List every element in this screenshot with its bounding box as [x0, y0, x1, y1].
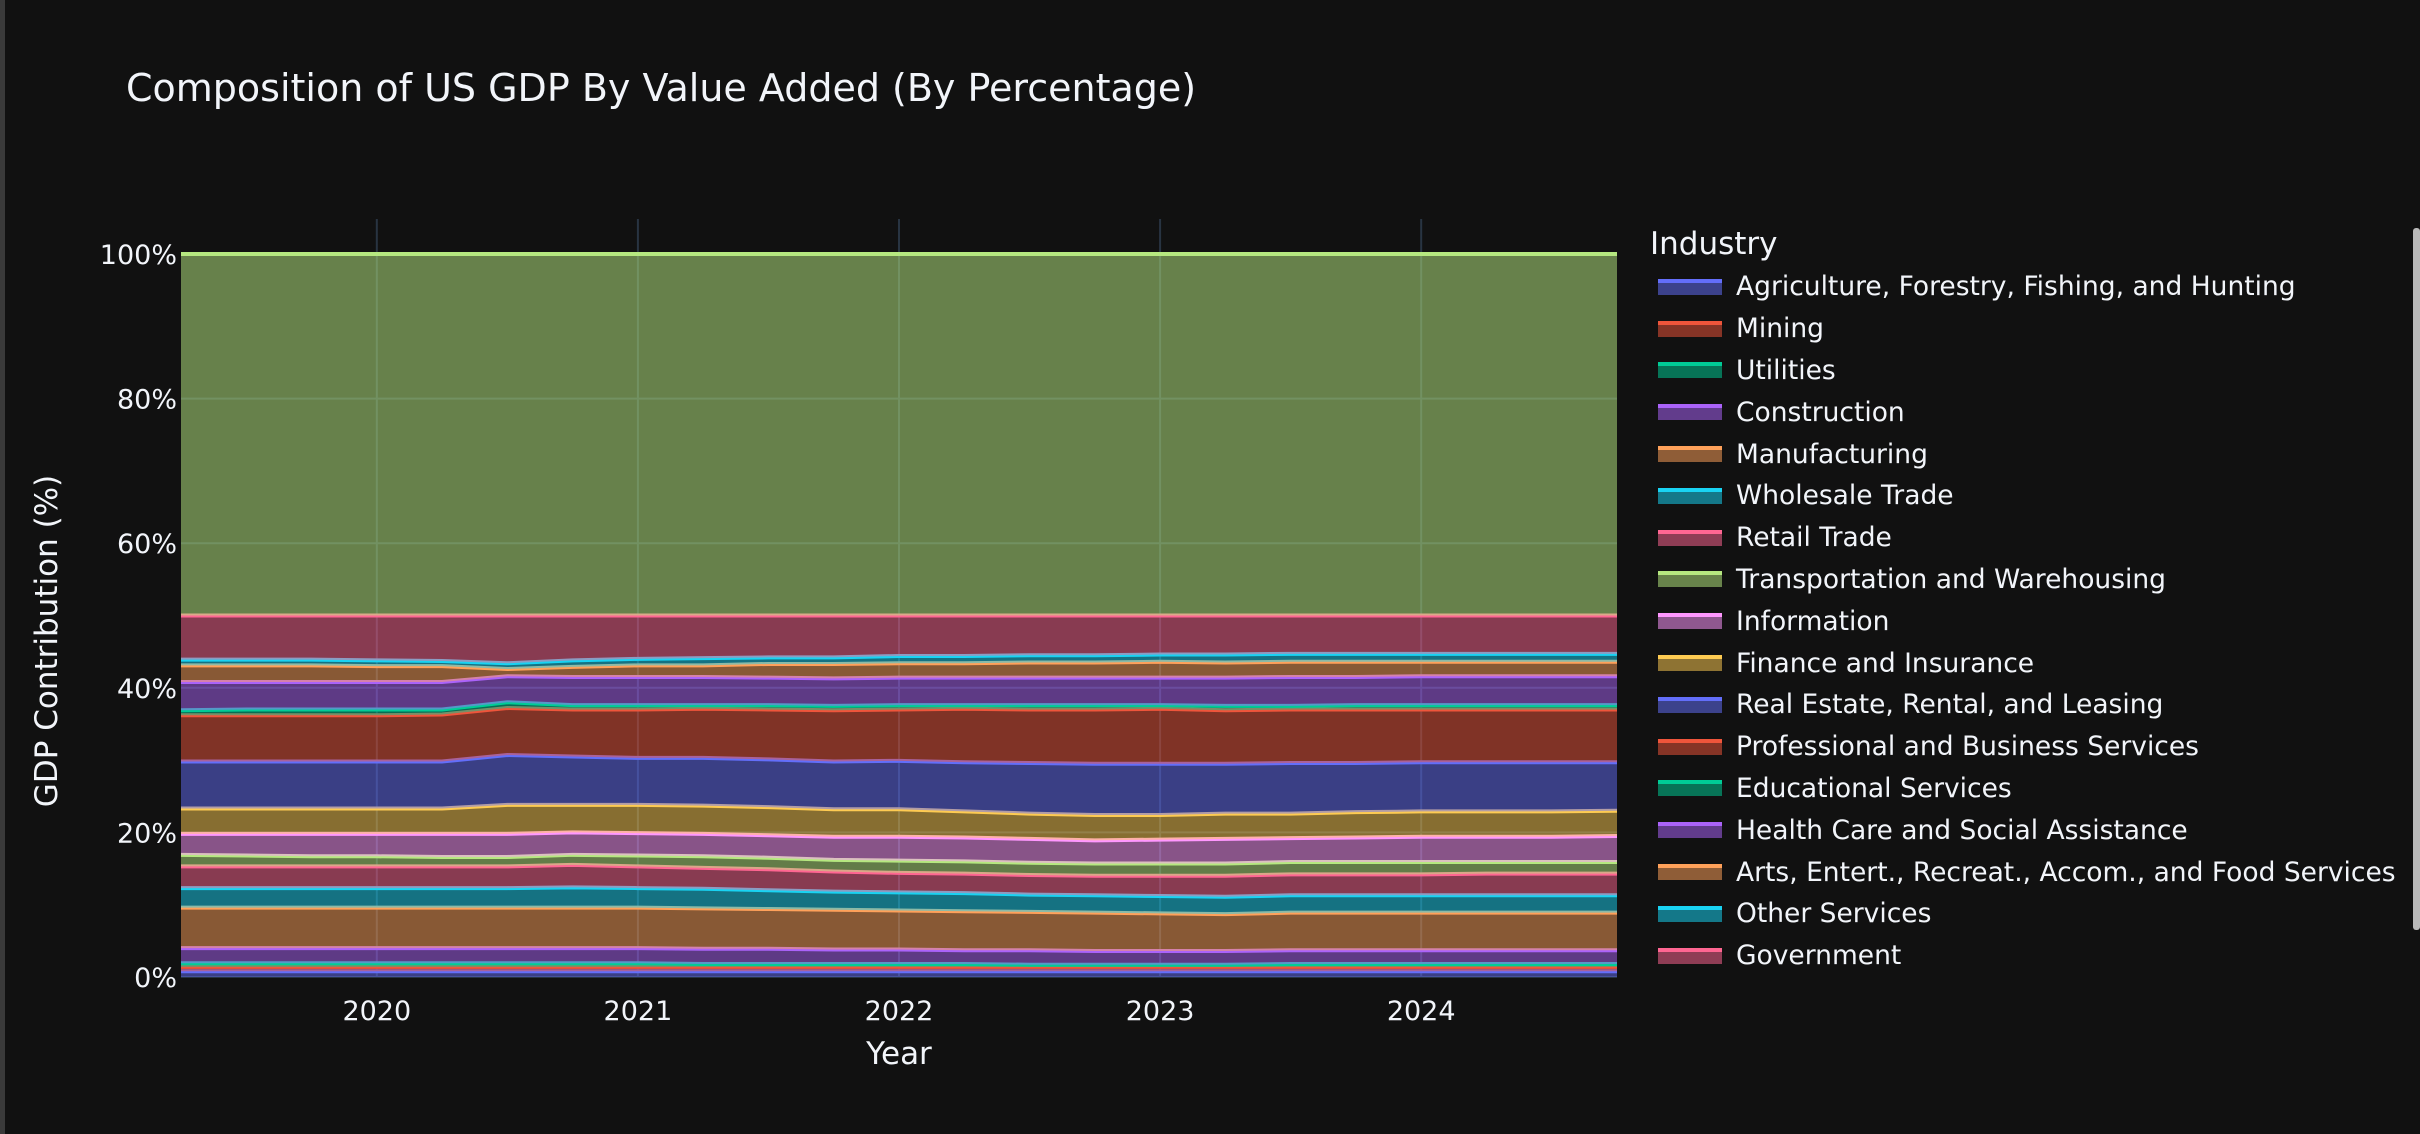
- legend-swatch: [1658, 864, 1722, 881]
- legend-label: Finance and Insurance: [1736, 647, 2035, 679]
- area-government: [181, 615, 1617, 664]
- area-other-services: [181, 653, 1617, 670]
- legend-item[interactable]: Transportation and Warehousing: [1650, 559, 2396, 601]
- legend-item[interactable]: Wholesale Trade: [1650, 475, 2396, 517]
- legend-swatch: [1658, 571, 1722, 588]
- legend-label: Utilities: [1736, 354, 1836, 386]
- legend-swatch: [1658, 655, 1722, 672]
- legend-item[interactable]: Government: [1650, 935, 2396, 977]
- axis-ticks: 0% 20% 40% 60% 80% 100% 2020 2021 2022 2023 2024: [100, 240, 1456, 1027]
- x-tick-label: 2021: [604, 996, 673, 1027]
- x-axis-title: Year: [865, 1036, 932, 1072]
- legend-label: Government: [1736, 940, 1902, 972]
- legend-swatch: [1658, 780, 1722, 797]
- legend-item[interactable]: Arts, Entert., Recreat., Accom., and Foo…: [1650, 851, 2396, 893]
- legend-swatch: [1658, 822, 1722, 839]
- x-tick-label: 2022: [865, 996, 934, 1027]
- legend-swatch: [1658, 446, 1722, 463]
- area-transportation-and-warehousing-top-band-: [181, 254, 1617, 616]
- y-tick-label: 80%: [117, 385, 177, 416]
- x-tick-label: 2023: [1126, 996, 1195, 1027]
- legend-label: Manufacturing: [1736, 438, 1928, 470]
- legend-swatch: [1658, 738, 1722, 755]
- legend-label: Professional and Business Services: [1736, 731, 2199, 763]
- legend-label: Mining: [1736, 313, 1825, 345]
- area-real-estate-rental-and-leasing: [181, 755, 1617, 816]
- y-axis-title: GDP Contribution (%): [29, 475, 65, 807]
- legend-swatch: [1658, 613, 1722, 630]
- legend-swatch: [1658, 487, 1722, 504]
- area-transportation-and-warehousing: [181, 854, 1617, 876]
- legend-label: Real Estate, Rental, and Leasing: [1736, 689, 2164, 721]
- legend-label: Other Services: [1736, 898, 1932, 930]
- legend-item[interactable]: Real Estate, Rental, and Leasing: [1650, 684, 2396, 726]
- legend-item[interactable]: Utilities: [1650, 350, 2396, 392]
- y-tick-label: 20%: [117, 818, 177, 849]
- legend-swatch: [1658, 404, 1722, 421]
- legend-items: Agriculture, Forestry, Fishing, and Hunt…: [1650, 266, 2396, 977]
- legend-swatch: [1658, 905, 1722, 922]
- legend-item[interactable]: Manufacturing: [1650, 433, 2396, 475]
- y-tick-label: 100%: [100, 240, 177, 271]
- area-retail-trade: [181, 864, 1617, 897]
- window-edge: [0, 0, 5, 1134]
- legend-item[interactable]: Information: [1650, 600, 2396, 642]
- legend-label: Agriculture, Forestry, Fishing, and Hunt…: [1736, 271, 2296, 303]
- legend-item[interactable]: Agriculture, Forestry, Fishing, and Hunt…: [1650, 266, 2396, 308]
- legend-swatch: [1658, 278, 1722, 295]
- legend-label: Health Care and Social Assistance: [1736, 814, 2188, 846]
- area-health-care-and-social-assistance: [181, 676, 1617, 711]
- legend-label: Construction: [1736, 396, 1905, 428]
- legend-item[interactable]: Educational Services: [1650, 768, 2396, 810]
- x-tick-label: 2020: [342, 996, 411, 1027]
- legend-label: Arts, Entert., Recreat., Accom., and Foo…: [1736, 856, 2396, 888]
- legend-swatch: [1658, 947, 1722, 964]
- legend-label: Wholesale Trade: [1736, 480, 1954, 512]
- area-arts-entert-recreat-accom-and-food-services: [181, 661, 1617, 683]
- legend-item[interactable]: Health Care and Social Assistance: [1650, 809, 2396, 851]
- legend-scrollbar[interactable]: [2413, 228, 2420, 930]
- legend-swatch: [1658, 696, 1722, 713]
- y-tick-label: 0%: [134, 963, 177, 994]
- legend-item[interactable]: Construction: [1650, 391, 2396, 433]
- legend-label: Transportation and Warehousing: [1736, 563, 2167, 595]
- y-tick-label: 40%: [117, 674, 177, 705]
- legend-item[interactable]: Mining: [1650, 308, 2396, 350]
- legend-item[interactable]: Professional and Business Services: [1650, 726, 2396, 768]
- legend-swatch: [1658, 529, 1722, 546]
- legend-swatch: [1658, 362, 1722, 379]
- x-tick-label: 2024: [1387, 996, 1456, 1027]
- legend-item[interactable]: Finance and Insurance: [1650, 642, 2396, 684]
- legend-label: Retail Trade: [1736, 522, 1892, 554]
- area-professional-and-business-services: [181, 708, 1617, 764]
- legend-item[interactable]: Other Services: [1650, 893, 2396, 935]
- legend: Industry Agriculture, Forestry, Fishing,…: [1650, 226, 2396, 977]
- legend-label: Educational Services: [1736, 772, 2012, 804]
- legend-swatch: [1658, 320, 1722, 337]
- area-wholesale-trade: [181, 887, 1617, 915]
- legend-item[interactable]: Retail Trade: [1650, 517, 2396, 559]
- chart-title: Composition of US GDP By Value Added (By…: [126, 66, 1197, 110]
- legend-label: Information: [1736, 605, 1890, 637]
- y-tick-label: 60%: [117, 529, 177, 560]
- area-series: [180, 252, 1618, 977]
- legend-title: Industry: [1650, 226, 1778, 262]
- area-manufacturing: [181, 907, 1617, 951]
